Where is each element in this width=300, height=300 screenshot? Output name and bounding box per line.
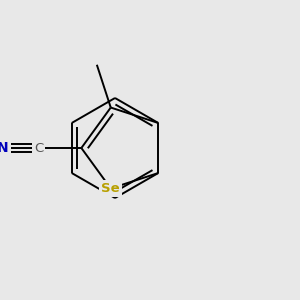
Text: Se: Se — [101, 182, 120, 195]
Text: N: N — [0, 141, 9, 155]
Text: C: C — [34, 142, 44, 154]
